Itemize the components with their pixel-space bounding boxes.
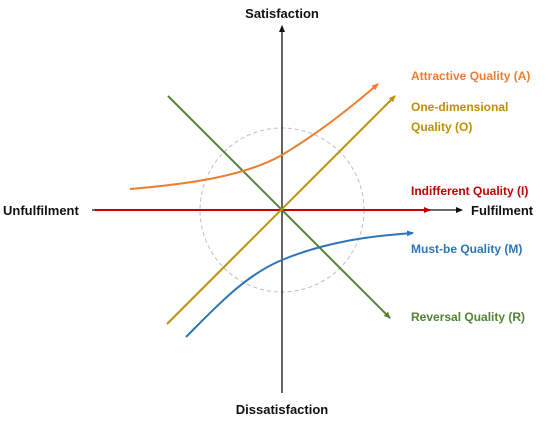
axis-label-satisfaction: Satisfaction (245, 6, 319, 21)
label-attractive-quality: Attractive Quality (A) (411, 69, 530, 83)
must-be-quality-curve (185, 230, 414, 338)
axis-label-unfulfilment: Unfulfilment (3, 203, 79, 218)
label-indifferent-quality: Indifferent Quality (I) (411, 184, 528, 198)
attractive-quality-curve (129, 83, 379, 190)
label-reversal-quality: Reversal Quality (R) (411, 310, 525, 324)
axis-label-dissatisfaction: Dissatisfaction (236, 402, 329, 417)
label-must-be-quality: Must-be Quality (M) (411, 242, 522, 256)
one-dimensional-quality-line (166, 95, 396, 325)
label-one-dimensional-quality-line2: Quality (O) (411, 120, 472, 134)
reversal-quality-line (167, 95, 391, 319)
label-one-dimensional-quality-line1: One-dimensional (411, 100, 508, 114)
axis-label-fulfilment: Fulfilment (471, 203, 534, 218)
